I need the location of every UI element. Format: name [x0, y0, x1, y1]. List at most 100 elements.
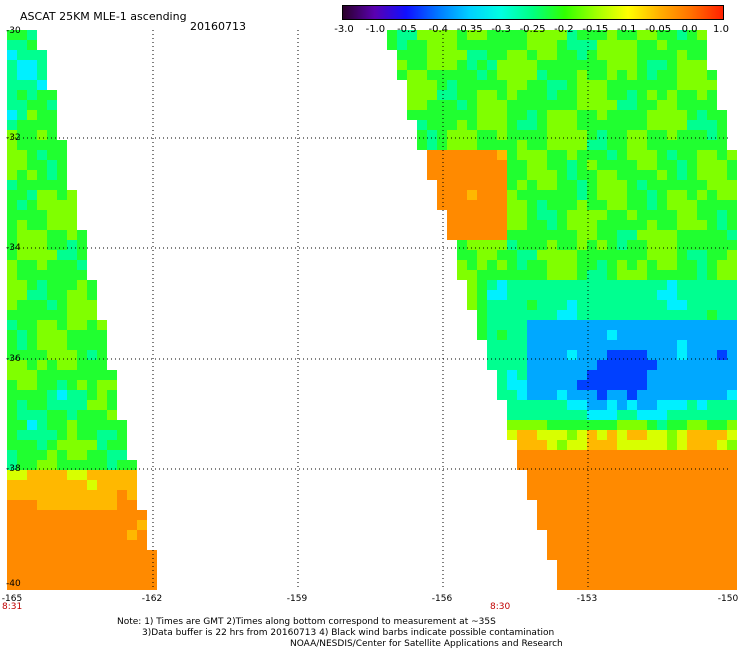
data-cell — [647, 380, 657, 390]
data-cell — [127, 510, 137, 520]
data-cell — [687, 540, 697, 550]
data-cell — [597, 290, 607, 300]
data-cell — [697, 350, 707, 360]
data-cell — [557, 530, 567, 540]
data-cell — [457, 80, 467, 90]
data-cell — [727, 480, 737, 490]
data-cell — [567, 430, 577, 440]
data-cell — [87, 320, 97, 330]
data-cell — [527, 200, 537, 210]
data-cell — [637, 480, 647, 490]
data-cell — [617, 180, 627, 190]
data-cell — [557, 250, 567, 260]
data-cell — [647, 40, 657, 50]
data-cell — [557, 180, 567, 190]
data-cell — [47, 150, 57, 160]
data-cell — [517, 460, 527, 470]
data-cell — [717, 370, 727, 380]
data-cell — [697, 130, 707, 140]
data-cell — [667, 80, 677, 90]
data-cell — [727, 250, 737, 260]
data-cell — [527, 160, 537, 170]
data-cell — [507, 300, 517, 310]
data-cell — [497, 90, 507, 100]
data-cell — [637, 530, 647, 540]
data-cell — [77, 310, 87, 320]
data-cell — [67, 360, 77, 370]
data-cell — [577, 90, 587, 100]
data-cell — [477, 330, 487, 340]
data-cell — [57, 270, 67, 280]
data-cell — [7, 520, 17, 530]
data-cell — [687, 270, 697, 280]
data-cell — [697, 110, 707, 120]
data-cell — [607, 180, 617, 190]
data-cell — [507, 390, 517, 400]
data-cell — [547, 390, 557, 400]
data-cell — [607, 390, 617, 400]
data-cell — [717, 340, 727, 350]
data-cell — [497, 180, 507, 190]
data-cell — [117, 470, 127, 480]
data-cell — [717, 130, 727, 140]
data-cell — [647, 80, 657, 90]
data-cell — [547, 40, 557, 50]
data-cell — [497, 70, 507, 80]
data-cell — [617, 310, 627, 320]
data-cell — [597, 300, 607, 310]
data-cell — [707, 330, 717, 340]
data-cell — [477, 100, 487, 110]
data-cell — [467, 40, 477, 50]
data-cell — [547, 50, 557, 60]
data-cell — [27, 560, 37, 570]
data-cell — [617, 470, 627, 480]
data-cell — [637, 50, 647, 60]
data-cell — [67, 420, 77, 430]
data-cell — [567, 210, 577, 220]
data-cell — [637, 580, 647, 590]
data-cell — [37, 220, 47, 230]
data-cell — [637, 450, 647, 460]
data-cell — [117, 510, 127, 520]
data-cell — [607, 580, 617, 590]
data-cell — [607, 440, 617, 450]
data-cell — [707, 380, 717, 390]
data-cell — [437, 70, 447, 80]
data-cell — [527, 270, 537, 280]
data-cell — [597, 320, 607, 330]
data-cell — [707, 570, 717, 580]
data-cell — [667, 250, 677, 260]
data-cell — [7, 560, 17, 570]
data-cell — [507, 140, 517, 150]
data-cell — [607, 90, 617, 100]
data-cell — [717, 390, 727, 400]
data-cell — [27, 100, 37, 110]
data-cell — [447, 50, 457, 60]
data-cell — [587, 520, 597, 530]
data-cell — [127, 460, 137, 470]
data-cell — [537, 430, 547, 440]
map-date: 20160713 — [190, 20, 246, 33]
data-cell — [627, 260, 637, 270]
data-cell — [657, 440, 667, 450]
data-cell — [687, 520, 697, 530]
data-cell — [57, 280, 67, 290]
data-cell — [17, 80, 27, 90]
data-cell — [27, 420, 37, 430]
data-cell — [497, 260, 507, 270]
data-cell — [717, 260, 727, 270]
data-cell — [677, 280, 687, 290]
data-cell — [577, 190, 587, 200]
data-cell — [27, 150, 37, 160]
data-cell — [567, 120, 577, 130]
data-cell — [37, 480, 47, 490]
data-cell — [17, 280, 27, 290]
data-cell — [567, 140, 577, 150]
data-cell — [487, 330, 497, 340]
data-cell — [577, 310, 587, 320]
data-cell — [557, 130, 567, 140]
data-cell — [697, 60, 707, 70]
data-cell — [57, 390, 67, 400]
data-cell — [497, 130, 507, 140]
data-cell — [557, 310, 567, 320]
